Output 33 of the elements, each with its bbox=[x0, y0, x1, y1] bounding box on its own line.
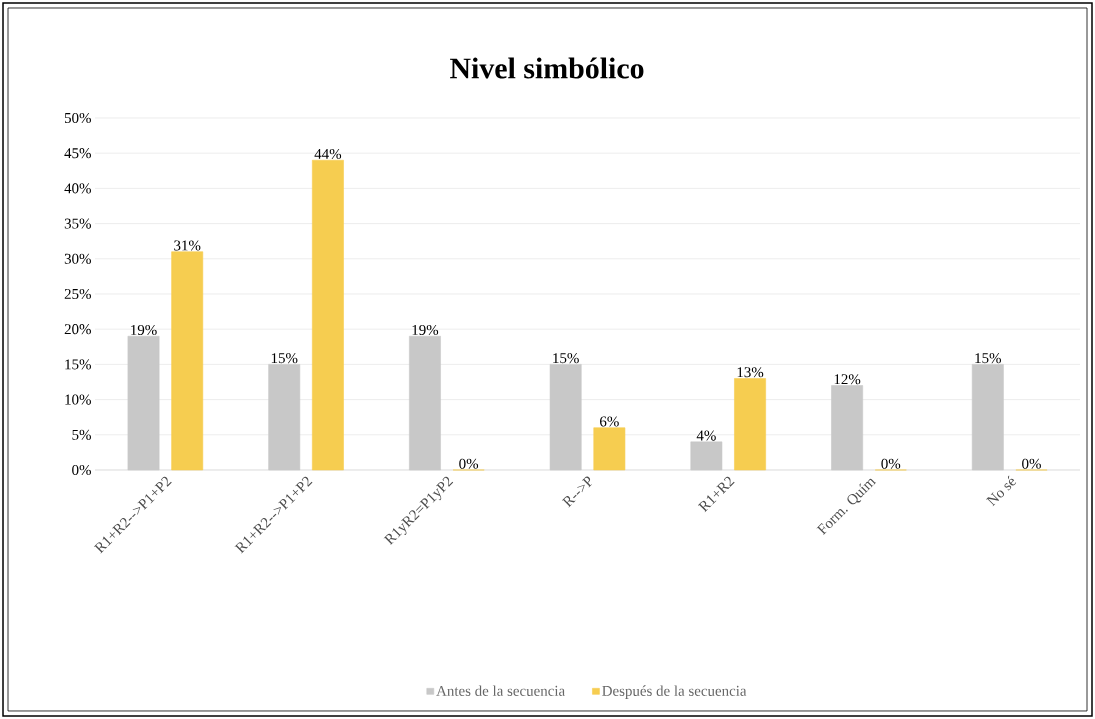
data-label: 0% bbox=[459, 458, 479, 469]
y-tick-label: 25% bbox=[64, 288, 91, 300]
bar bbox=[593, 427, 626, 471]
bar bbox=[171, 251, 204, 471]
y-tick-label: 50% bbox=[64, 112, 91, 124]
data-label: 31% bbox=[174, 240, 201, 251]
data-label: 15% bbox=[271, 353, 298, 364]
data-label: 19% bbox=[412, 324, 439, 336]
legend-label: Después de la secuencia bbox=[602, 685, 747, 699]
y-tick-label: 0% bbox=[72, 464, 91, 476]
y-tick-label: 15% bbox=[65, 359, 91, 370]
data-label: 0% bbox=[881, 458, 901, 469]
data-label: 44% bbox=[314, 148, 342, 160]
bar bbox=[734, 378, 766, 471]
data-label: 4% bbox=[696, 430, 716, 441]
bar bbox=[312, 159, 344, 471]
data-label: 15% bbox=[975, 353, 1001, 364]
y-tick-label: 10% bbox=[65, 394, 91, 405]
y-tick-label: 45% bbox=[64, 148, 91, 159]
data-label: 15% bbox=[553, 353, 579, 364]
data-label: 0% bbox=[1022, 458, 1041, 469]
y-tick-label: 40% bbox=[64, 183, 91, 194]
y-tick-label: 5% bbox=[72, 429, 91, 440]
data-label: 19% bbox=[131, 324, 157, 336]
y-tick-label: 30% bbox=[64, 253, 91, 264]
y-tick-label: 20% bbox=[64, 324, 91, 335]
y-tick-label: 35% bbox=[64, 218, 91, 229]
data-label: 6% bbox=[600, 416, 619, 427]
x-tick-label: No sé bbox=[986, 475, 1017, 507]
legend-label: Antes de la secuencia bbox=[436, 685, 565, 696]
chart-title: Nivel simbólico bbox=[450, 57, 644, 79]
data-label: 12% bbox=[834, 374, 861, 385]
data-label: 13% bbox=[737, 367, 764, 378]
